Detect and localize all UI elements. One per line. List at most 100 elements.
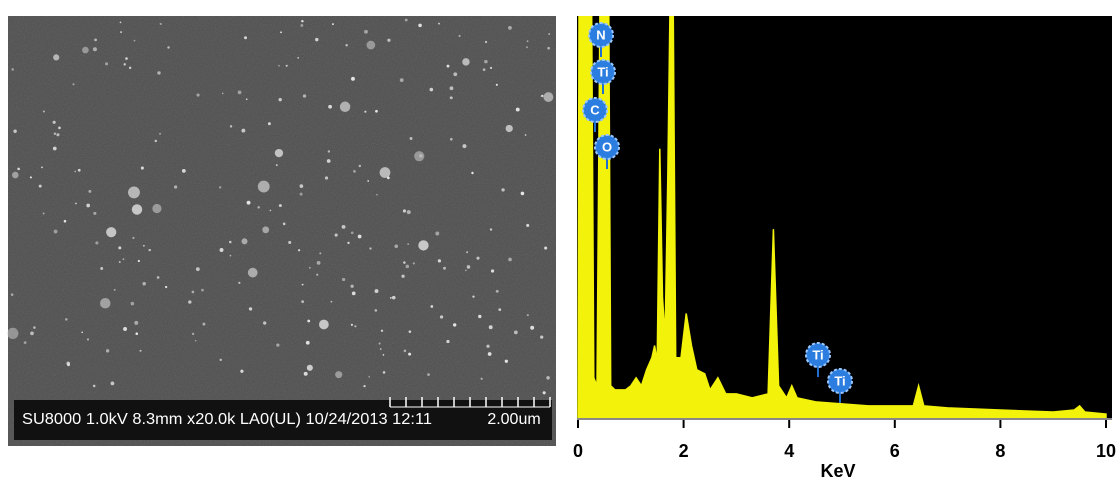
particle — [403, 209, 406, 212]
particle — [530, 326, 534, 330]
particle — [114, 289, 116, 291]
particle — [123, 258, 125, 260]
particle — [409, 330, 412, 333]
particle — [488, 352, 492, 356]
particle — [541, 95, 543, 97]
particle — [276, 164, 278, 166]
particle — [401, 275, 404, 278]
particle — [219, 186, 221, 188]
particle — [192, 291, 195, 294]
particle — [490, 67, 492, 69]
particle — [94, 39, 97, 42]
particle — [74, 171, 76, 173]
particle — [521, 192, 525, 196]
particle — [527, 314, 529, 316]
particle — [453, 323, 456, 326]
particle — [33, 326, 36, 329]
particle — [342, 278, 345, 281]
particle — [501, 188, 504, 191]
particle — [548, 33, 550, 35]
particle — [392, 296, 396, 300]
particle — [30, 176, 32, 178]
particle — [438, 23, 440, 25]
particle — [301, 20, 303, 22]
particle — [527, 40, 529, 42]
particle — [367, 180, 369, 182]
particle — [325, 176, 328, 179]
particle — [105, 62, 108, 65]
particle — [516, 108, 520, 112]
particle — [43, 213, 45, 215]
particle — [192, 333, 194, 335]
particle — [410, 137, 413, 140]
particle — [427, 373, 430, 376]
particle — [414, 151, 424, 161]
particle — [238, 90, 242, 94]
particle — [298, 249, 300, 251]
particle — [478, 315, 481, 318]
particle — [406, 265, 410, 269]
particle — [307, 320, 310, 323]
particle — [297, 57, 299, 59]
annotation-label: N — [596, 27, 605, 42]
particle — [375, 309, 378, 312]
particle — [404, 350, 407, 353]
particle — [280, 31, 282, 33]
particle — [351, 77, 355, 81]
particle — [413, 262, 415, 264]
particle — [403, 261, 406, 264]
particle — [496, 290, 499, 293]
particle — [383, 354, 385, 356]
particle — [505, 360, 508, 363]
particle — [53, 121, 56, 124]
particle — [351, 231, 354, 234]
particle — [375, 289, 379, 293]
particle — [345, 44, 347, 46]
particle — [328, 150, 330, 152]
particle — [462, 144, 466, 148]
particle — [24, 341, 27, 344]
particle — [300, 24, 303, 27]
particle — [540, 335, 543, 338]
particle — [514, 331, 518, 335]
particle — [263, 321, 266, 324]
particle — [359, 165, 361, 167]
particle — [203, 323, 206, 326]
particle — [376, 194, 378, 196]
particle — [11, 68, 14, 71]
particle — [270, 210, 272, 212]
x-tick-label: 6 — [890, 441, 900, 461]
particle — [138, 260, 140, 262]
particle — [87, 338, 89, 340]
particle — [160, 23, 162, 25]
particle — [462, 58, 469, 65]
particle — [483, 68, 486, 71]
particle — [352, 292, 356, 296]
particle — [149, 249, 151, 251]
particle — [546, 376, 549, 379]
particle — [526, 224, 529, 227]
x-axis-label: KeV — [820, 461, 855, 481]
particle — [53, 147, 57, 151]
particle — [387, 39, 390, 42]
particle — [381, 330, 383, 332]
particle — [405, 19, 408, 22]
particle — [304, 372, 308, 376]
particle — [458, 35, 460, 37]
particle — [327, 159, 331, 163]
particle — [93, 385, 96, 388]
annotation-label: Ti — [597, 64, 608, 79]
particle — [86, 204, 90, 208]
particle — [54, 133, 56, 135]
particle — [481, 378, 483, 380]
annotation-label: Ti — [812, 347, 823, 362]
particle — [300, 193, 303, 196]
annotation-label: O — [602, 139, 612, 154]
particle — [316, 274, 318, 276]
particle — [364, 111, 366, 113]
particle — [152, 204, 161, 213]
particle — [39, 185, 42, 188]
particle — [407, 243, 409, 245]
particle — [106, 227, 116, 237]
x-tick-label: 8 — [995, 441, 1005, 461]
